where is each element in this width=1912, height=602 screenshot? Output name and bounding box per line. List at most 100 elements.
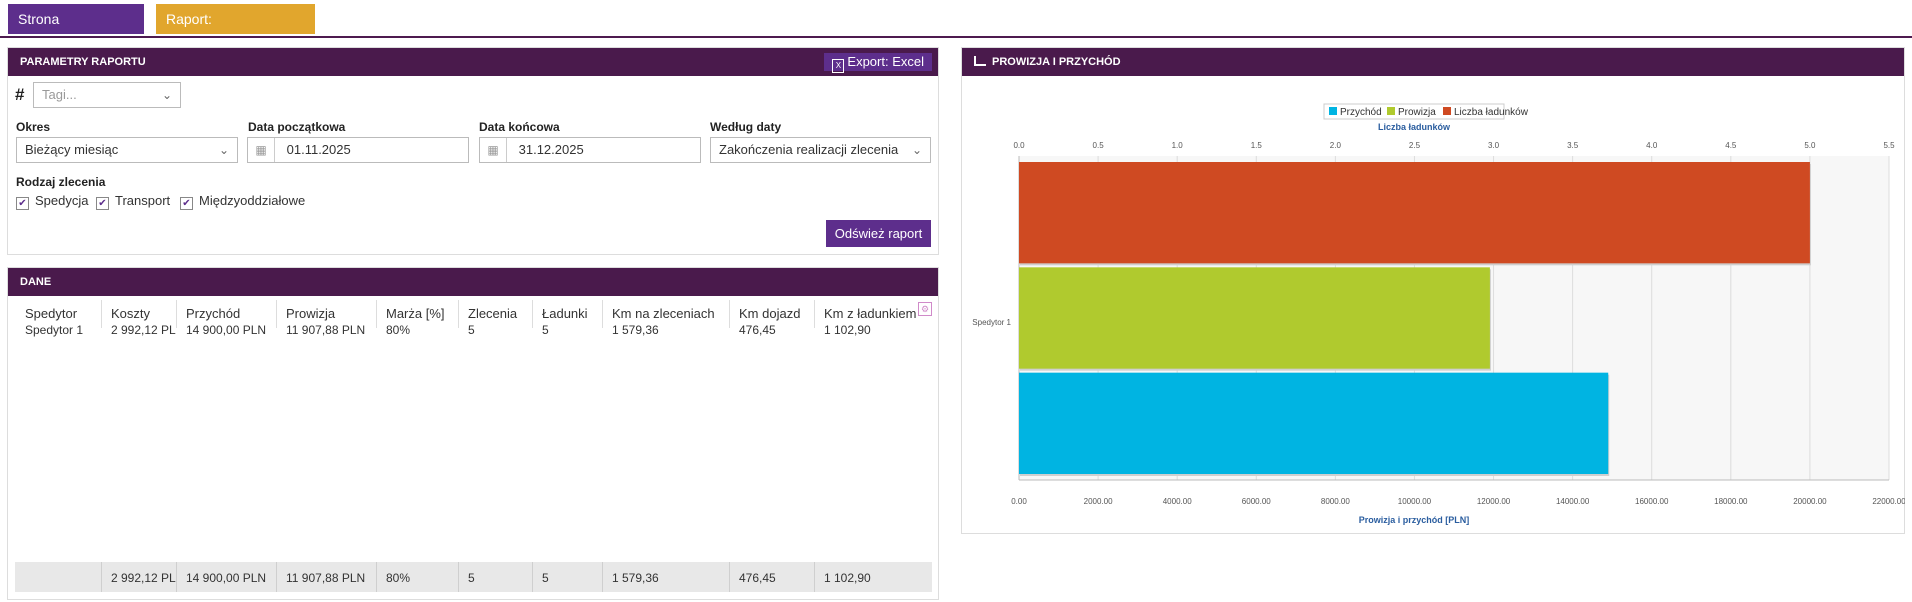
x-tick-label: 10000.00 bbox=[1398, 497, 1432, 506]
tab-start-page[interactable]: Strona startowa✕ bbox=[8, 4, 144, 58]
column-header[interactable]: Koszty bbox=[111, 306, 151, 321]
column-separator bbox=[176, 300, 177, 328]
bar-przychód bbox=[1019, 372, 1609, 474]
top-tick-label: 5.0 bbox=[1804, 141, 1816, 150]
totals-cell: 2 992,12 PLN bbox=[111, 571, 176, 585]
top-tick-label: 3.0 bbox=[1488, 141, 1500, 150]
x-tick-label: 18000.00 bbox=[1714, 497, 1748, 506]
legend-swatch bbox=[1387, 107, 1395, 115]
panel-title: DANE bbox=[20, 276, 52, 288]
top-tick-label: 3.5 bbox=[1567, 141, 1579, 150]
panel-header: PARAMETRY RAPORTU X Export: Excel bbox=[8, 48, 938, 76]
bottom-axis-title: Prowizja i przychód [PLN] bbox=[1359, 515, 1470, 525]
column-header[interactable]: Ładunki bbox=[542, 306, 588, 321]
calendar-icon[interactable]: ▦ bbox=[248, 138, 275, 162]
top-tick-label: 1.5 bbox=[1251, 141, 1263, 150]
table-cell: 5 bbox=[468, 323, 475, 337]
x-tick-label: 16000.00 bbox=[1635, 497, 1669, 506]
column-header[interactable]: Marża [%] bbox=[386, 306, 445, 321]
x-tick-label: 22000.00 bbox=[1872, 497, 1905, 506]
column-header[interactable]: Spedytor bbox=[25, 306, 78, 321]
checkbox-label: Spedycja bbox=[35, 193, 89, 208]
start-date-input[interactable]: ▦ 01.11.2025 bbox=[247, 137, 469, 163]
column-separator bbox=[729, 300, 730, 328]
chevron-down-icon: ⌄ bbox=[161, 88, 172, 102]
tags-select[interactable]: Tagi... ⌄ bbox=[33, 82, 181, 108]
x-tick-label: 2000.00 bbox=[1084, 497, 1113, 506]
y-category-label: Spedytor 1 bbox=[972, 318, 1011, 327]
top-tick-label: 2.0 bbox=[1330, 141, 1342, 150]
chart-icon bbox=[974, 56, 986, 66]
panel-title: PROWIZJA I PRZYCHÓD bbox=[992, 56, 1121, 68]
totals-cell: 11 907,88 PLN bbox=[286, 571, 366, 585]
totals-separator bbox=[458, 562, 459, 592]
column-separator bbox=[276, 300, 277, 328]
table-cell: 1 579,36 bbox=[612, 323, 659, 337]
top-tick-label: 1.0 bbox=[1172, 141, 1184, 150]
check-icon: ✔ bbox=[96, 197, 109, 210]
column-separator bbox=[376, 300, 377, 328]
totals-separator bbox=[276, 562, 277, 592]
export-excel-button[interactable]: X Export: Excel bbox=[824, 53, 932, 73]
period-select[interactable]: Bieżący miesiąc ⌄ bbox=[16, 137, 238, 163]
column-separator bbox=[458, 300, 459, 328]
start-date-label: Data początkowa bbox=[248, 120, 346, 134]
check-icon: ✔ bbox=[180, 197, 193, 210]
legend-swatch bbox=[1329, 107, 1337, 115]
checkbox-spedycja[interactable]: ✔ Spedycja bbox=[16, 193, 88, 210]
column-separator bbox=[814, 300, 815, 328]
tags-placeholder: Tagi... bbox=[42, 87, 77, 102]
column-header[interactable]: Zlecenia bbox=[468, 306, 518, 321]
start-date-value: 01.11.2025 bbox=[286, 142, 351, 157]
period-value: Bieżący miesiąc bbox=[25, 142, 119, 157]
column-header[interactable]: Przychód bbox=[186, 306, 241, 321]
totals-separator bbox=[532, 562, 533, 592]
totals-cell: 80% bbox=[386, 571, 411, 585]
calendar-icon[interactable]: ▦ bbox=[480, 138, 507, 162]
totals-separator bbox=[602, 562, 603, 592]
refresh-report-button[interactable]: Odśwież raport bbox=[826, 220, 931, 247]
hash-icon: # bbox=[15, 85, 25, 104]
by-date-value: Zakończenia realizacji zlecenia bbox=[719, 142, 899, 157]
tab-report-forwarders[interactable]: Raport: Spedytorzy✕ bbox=[156, 4, 315, 58]
top-tick-label: 0.5 bbox=[1093, 141, 1105, 150]
checkbox-interbranch[interactable]: ✔ Międzyoddziałowe bbox=[180, 193, 305, 210]
table-cell: 1 102,90 bbox=[824, 323, 871, 337]
x-tick-label: 20000.00 bbox=[1793, 497, 1827, 506]
totals-cell: 1 579,36 bbox=[612, 571, 659, 585]
bar-prowizja bbox=[1019, 267, 1490, 369]
commission-revenue-chart: 0.00 2000.00 4000.00 6000.00 8000.00 10000.00… bbox=[972, 103, 1905, 525]
column-header[interactable]: Km z ładunkiem bbox=[824, 306, 916, 321]
table-settings-icon[interactable]: ⚙ bbox=[918, 302, 932, 316]
column-header[interactable]: Km na zleceniach bbox=[612, 306, 715, 321]
top-tick-label: 4.5 bbox=[1725, 141, 1737, 150]
bar-liczba-ładunków bbox=[1019, 162, 1810, 264]
data-panel: DANE bbox=[7, 267, 939, 600]
legend-label: Liczba ładunków bbox=[1454, 107, 1529, 118]
column-separator bbox=[602, 300, 603, 328]
by-date-select[interactable]: Zakończenia realizacji zlecenia ⌄ bbox=[710, 137, 931, 163]
chevron-down-icon: ⌄ bbox=[911, 143, 922, 157]
top-tick-label: 4.0 bbox=[1646, 141, 1658, 150]
x-tick-label: 6000.00 bbox=[1242, 497, 1271, 506]
tab-bar: Strona startowa✕ Raport: Spedytorzy✕ bbox=[0, 0, 1912, 58]
x-tick-label: 12000.00 bbox=[1477, 497, 1511, 506]
totals-separator bbox=[101, 562, 102, 592]
x-tick-label: 14000.00 bbox=[1556, 497, 1590, 506]
column-header[interactable]: Km dojazd bbox=[739, 306, 801, 321]
export-label: Export: Excel bbox=[847, 54, 924, 69]
legend-label: Przychód bbox=[1340, 107, 1382, 118]
totals-separator bbox=[376, 562, 377, 592]
table-cell: Spedytor 1 bbox=[25, 323, 84, 337]
checkbox-transport[interactable]: ✔ Transport bbox=[96, 193, 170, 210]
excel-icon: X bbox=[832, 59, 845, 73]
end-date-value: 31.12.2025 bbox=[518, 142, 584, 157]
table-cell: 2 992,12 PLN bbox=[111, 323, 176, 337]
totals-cell: 476,45 bbox=[739, 571, 776, 585]
end-date-input[interactable]: ▦ 31.12.2025 bbox=[479, 137, 701, 163]
column-header[interactable]: Prowizja bbox=[286, 306, 336, 321]
totals-cell: 5 bbox=[468, 571, 475, 585]
chevron-down-icon: ⌄ bbox=[218, 143, 229, 157]
top-tick-label: 5.5 bbox=[1883, 141, 1895, 150]
column-separator bbox=[532, 300, 533, 328]
